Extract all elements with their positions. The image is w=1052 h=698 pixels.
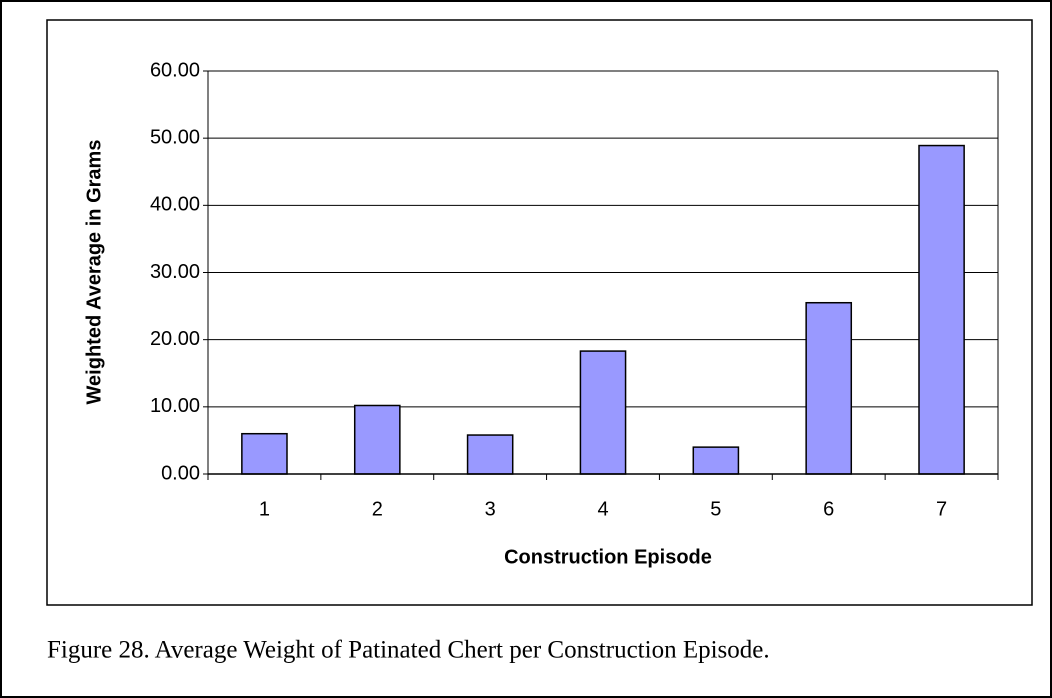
y-tick-label: 20.00: [150, 328, 200, 350]
y-tick-label: 30.00: [150, 261, 200, 283]
bar: [805, 301, 853, 475]
x-tick-label: 1: [259, 498, 270, 520]
caption: Figure 28. Average Weight of Patinated C…: [47, 637, 770, 664]
bar: [466, 434, 514, 475]
x-tick-label: 7: [936, 498, 947, 520]
bar: [353, 404, 401, 475]
chart-border: [46, 19, 1033, 606]
bar: [579, 350, 627, 475]
x-tick-label: 4: [597, 498, 608, 520]
x-tick-label: 5: [710, 498, 721, 520]
x-tick-label: 3: [485, 498, 496, 520]
y-tick-label: 60.00: [150, 59, 200, 81]
y-tick-label: 40.00: [150, 194, 200, 216]
bar: [918, 144, 965, 475]
x-tick-label: 2: [372, 498, 383, 520]
bar: [241, 432, 288, 475]
y-tick-label: 0.00: [161, 462, 200, 484]
y-tick-label: 50.00: [150, 126, 200, 148]
y-axis-label: Weighted Average in Grams: [83, 140, 105, 405]
x-tick-label: 6: [823, 498, 834, 520]
x-axis-label: Construction Episode: [504, 546, 712, 568]
bar: [692, 446, 740, 475]
y-tick-label: 10.00: [150, 395, 200, 417]
